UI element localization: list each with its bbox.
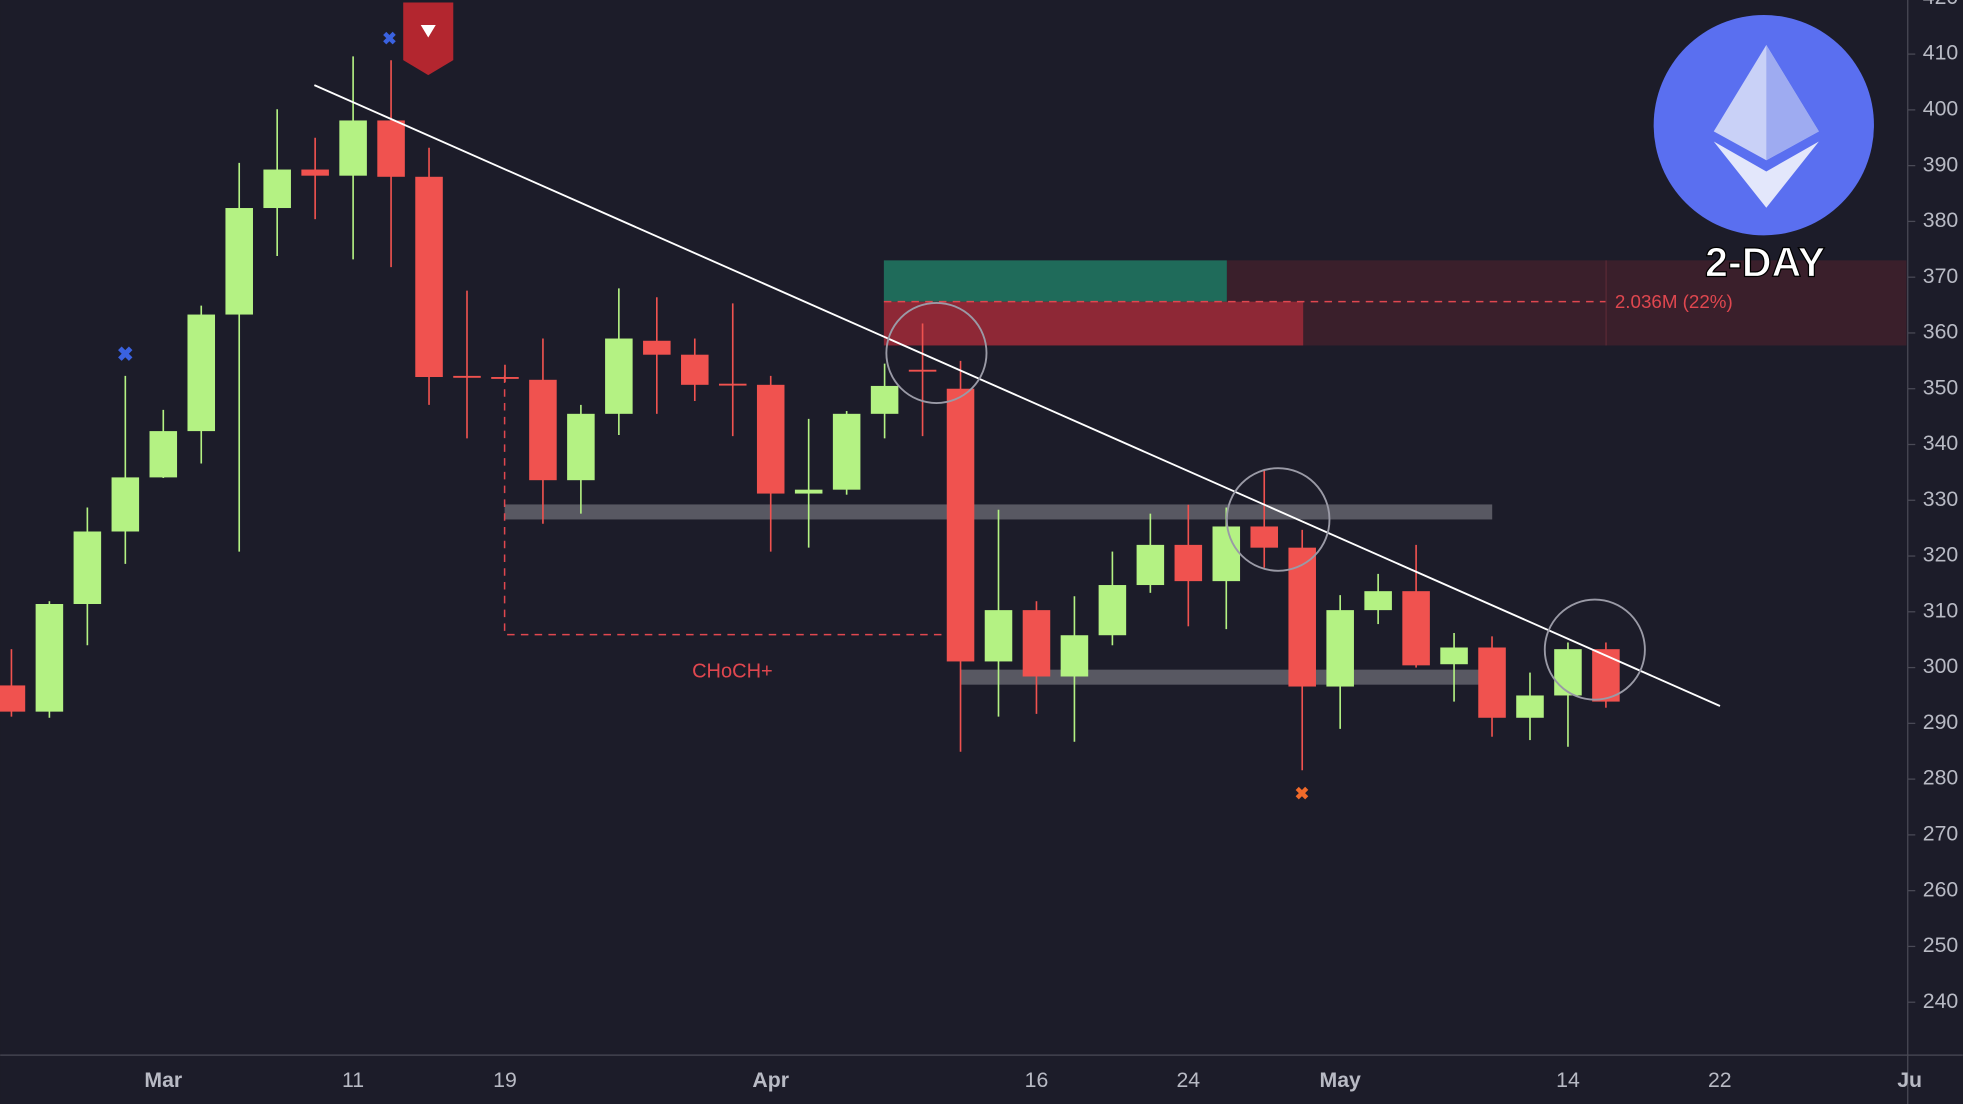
x-tick-label: Apr bbox=[752, 1068, 789, 1092]
y-tick-label: 350 bbox=[1923, 375, 1958, 399]
y-tick-label: 300 bbox=[1923, 654, 1958, 678]
candle-body bbox=[1250, 526, 1279, 548]
x-tick-label: May bbox=[1319, 1068, 1361, 1092]
y-tick-label: 420 bbox=[1923, 0, 1958, 9]
choch-label: CHoCH+ bbox=[692, 660, 773, 682]
candle-body bbox=[1440, 647, 1468, 665]
touch-circle bbox=[1543, 598, 1646, 701]
position-zone bbox=[1226, 260, 1907, 346]
y-tick-label: 320 bbox=[1923, 543, 1958, 567]
candle-body bbox=[1212, 526, 1241, 582]
candle-body bbox=[1326, 610, 1354, 687]
axis-labels: 240 250 260 270 280 290 300 310 320 330 340 350 360 3… bbox=[144, 0, 1958, 1092]
candle-body bbox=[1022, 610, 1051, 677]
touch-circle bbox=[885, 301, 988, 404]
candle-body bbox=[1060, 635, 1089, 677]
candle-body bbox=[1098, 585, 1127, 636]
y-tick-label: 390 bbox=[1923, 152, 1958, 176]
candle-body bbox=[111, 477, 140, 532]
candle-body bbox=[567, 413, 595, 481]
candle-body bbox=[605, 338, 633, 414]
y-tick-label: 330 bbox=[1923, 487, 1958, 511]
candle-body bbox=[35, 603, 64, 712]
y-tick-label: 380 bbox=[1923, 208, 1958, 232]
marker: ✖ bbox=[382, 29, 397, 49]
x-tick-label: 16 bbox=[1025, 1068, 1049, 1092]
candle-body bbox=[187, 314, 216, 432]
x-tick-label: 24 bbox=[1176, 1068, 1200, 1092]
candle-body bbox=[1136, 544, 1165, 586]
candle-body bbox=[225, 208, 253, 315]
candle-body bbox=[1592, 649, 1620, 702]
candle-body bbox=[453, 375, 481, 378]
eth-diamond-top bbox=[1766, 45, 1819, 161]
candle-body bbox=[1288, 547, 1316, 687]
candle-body bbox=[491, 377, 519, 379]
candle-body bbox=[1516, 695, 1544, 718]
candle-body bbox=[1364, 591, 1392, 611]
candle-body bbox=[946, 388, 975, 662]
x-tick-label: Ju bbox=[1897, 1068, 1922, 1092]
y-tick-label: 280 bbox=[1923, 766, 1958, 790]
candle-body bbox=[73, 531, 102, 604]
y-tick-label: 370 bbox=[1923, 264, 1958, 288]
choch-line bbox=[503, 375, 946, 636]
candle-body bbox=[870, 385, 899, 414]
y-tick-label: 240 bbox=[1923, 989, 1958, 1013]
candle-body bbox=[339, 120, 367, 176]
y-tick-label: 340 bbox=[1923, 431, 1958, 455]
candle-body bbox=[756, 384, 785, 494]
y-tick-label: 250 bbox=[1923, 933, 1958, 957]
x-tick-label: Mar bbox=[144, 1068, 182, 1092]
candle-body bbox=[908, 369, 937, 372]
target-zone bbox=[883, 260, 1227, 302]
trendline bbox=[313, 84, 1721, 707]
signal-arrow bbox=[420, 25, 436, 38]
candle-body bbox=[415, 176, 443, 378]
support-zone bbox=[960, 669, 1493, 685]
candle-body bbox=[149, 431, 178, 478]
candle-body bbox=[1554, 649, 1582, 696]
candle-body bbox=[263, 169, 291, 209]
candle-body bbox=[832, 413, 861, 490]
marker: ✖ bbox=[117, 344, 134, 366]
y-tick-label: 290 bbox=[1923, 710, 1958, 734]
candle-body bbox=[718, 383, 747, 386]
x-tick-label: 14 bbox=[1556, 1068, 1580, 1092]
candle-body bbox=[377, 120, 405, 177]
candle-body bbox=[529, 379, 557, 481]
stop-zone bbox=[883, 301, 1304, 346]
candle-body bbox=[301, 169, 329, 176]
marker: ✖ bbox=[1295, 783, 1310, 803]
candle-body bbox=[984, 610, 1013, 662]
position-label: 2.036M (22%) bbox=[1615, 291, 1733, 312]
eth-diamond-bottom bbox=[1713, 141, 1819, 208]
candle-body bbox=[794, 489, 823, 494]
touch-circle bbox=[1225, 467, 1331, 572]
candle-body bbox=[0, 685, 26, 712]
y-tick-label: 260 bbox=[1923, 877, 1958, 901]
y-tick-label: 360 bbox=[1923, 320, 1958, 344]
x-tick-label: 22 bbox=[1708, 1068, 1732, 1092]
y-tick-label: 410 bbox=[1923, 41, 1958, 65]
candle-body bbox=[1174, 544, 1203, 582]
timeframe-label: 2-DAY bbox=[1705, 239, 1825, 285]
x-tick-label: 11 bbox=[342, 1068, 364, 1092]
x-tick-label: 19 bbox=[493, 1068, 517, 1092]
candle-body bbox=[1402, 591, 1430, 666]
y-tick-label: 400 bbox=[1923, 96, 1958, 120]
signal-flag bbox=[403, 2, 454, 76]
candle-body bbox=[643, 340, 671, 355]
candle-body bbox=[681, 354, 709, 385]
y-tick-label: 270 bbox=[1923, 822, 1958, 846]
candles bbox=[0, 56, 1620, 771]
candle-body bbox=[1478, 647, 1506, 718]
y-tick-label: 310 bbox=[1923, 598, 1958, 622]
